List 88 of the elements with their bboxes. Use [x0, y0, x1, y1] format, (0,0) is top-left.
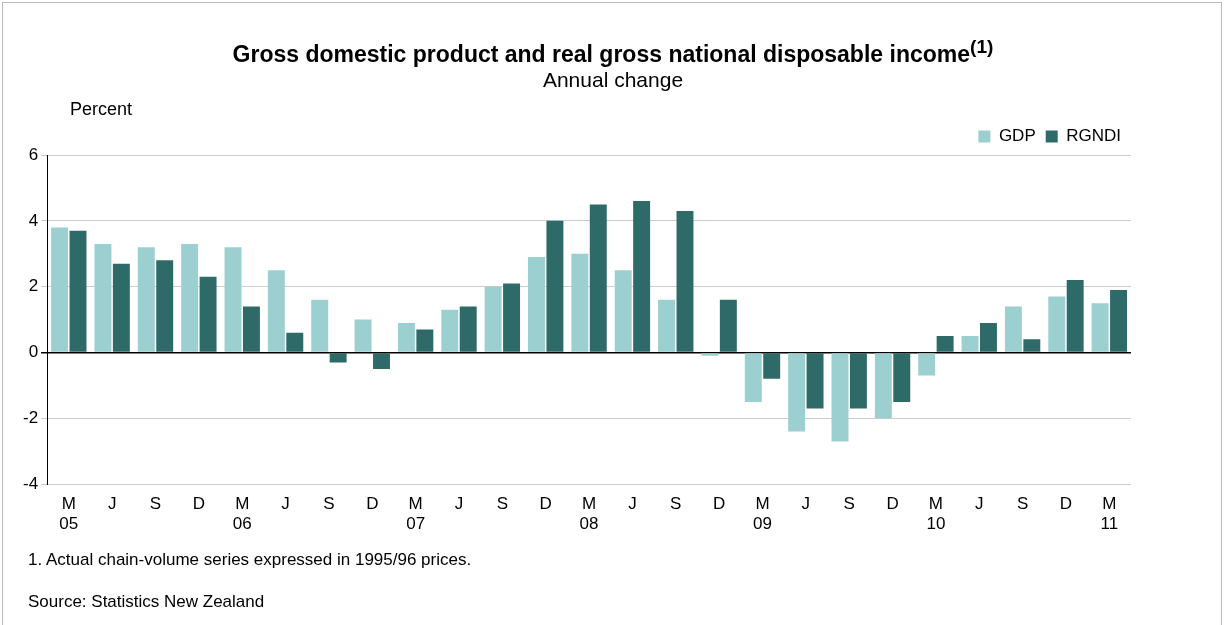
bar: [94, 243, 112, 352]
chart-title: Gross domestic product and real gross national disposable income$^{(1)}$: [231, 36, 995, 68]
x-tick-label: J: [454, 494, 464, 514]
bar: [267, 270, 285, 352]
x-tick-label: D: [886, 494, 899, 514]
bar: [329, 353, 347, 363]
bar: [1048, 296, 1066, 352]
y-tick-label: -4: [22, 473, 39, 493]
bar: [571, 253, 589, 352]
x-tick-label: S: [1016, 494, 1029, 514]
x-tick-label: S: [843, 494, 855, 514]
bar: [286, 332, 304, 352]
bar: [1023, 339, 1041, 352]
bar: [354, 319, 372, 352]
bar: [979, 322, 997, 352]
bar: [373, 353, 390, 369]
bar: [658, 299, 676, 352]
x-tick-label: S: [496, 494, 509, 514]
x-tick-label: D: [1059, 494, 1073, 514]
bar: [849, 353, 867, 409]
bar: [676, 210, 694, 352]
bar: [763, 353, 781, 379]
bar: [224, 247, 242, 352]
bar: [181, 243, 199, 352]
x-tick-label: J: [975, 494, 984, 514]
bar: [242, 306, 260, 352]
x-tick-label: S: [670, 494, 682, 514]
x-tick-label: M 07: [406, 494, 426, 534]
bar: [199, 276, 217, 352]
source-note: Source: Statistics New Zealand: [28, 592, 266, 612]
bar: [893, 353, 911, 402]
x-tick-label: S: [323, 494, 335, 514]
x-tick-label: J: [107, 494, 117, 514]
x-tick-label: J: [281, 494, 290, 514]
bar: [1004, 306, 1022, 352]
x-tick-label: M 05: [59, 494, 79, 534]
bar: [936, 336, 954, 352]
y-tick-label: 0: [28, 342, 39, 362]
text: 1. Actual chain-volume series expressed in 1995/96 prices.: [28, 550, 472, 570]
x-tick-label: M 09: [753, 494, 772, 534]
bar: [484, 286, 502, 352]
x-tick-label: J: [801, 494, 811, 514]
x-tick-label: D: [712, 494, 726, 514]
bar: [1091, 303, 1109, 352]
bar: [633, 201, 651, 352]
bar: [416, 329, 434, 352]
bar: [156, 260, 174, 352]
bar: [806, 353, 824, 409]
x-tick-label: M 08: [579, 494, 599, 534]
bar: [589, 204, 607, 352]
x-tick-label: M 11: [1100, 494, 1119, 534]
bar: [397, 322, 415, 352]
bar: [1066, 280, 1084, 352]
bar: [459, 306, 477, 352]
bar: [311, 299, 329, 352]
y-tick-label: 6: [28, 144, 39, 164]
legend-label: GDP: [998, 126, 1036, 146]
x-tick-label: M 10: [926, 494, 946, 534]
bar: [546, 220, 564, 352]
bar: [137, 247, 155, 352]
bar: [528, 257, 545, 352]
y-tick-label: -2: [22, 408, 39, 428]
bar: [69, 230, 87, 352]
legend-label: RGNDI: [1066, 126, 1121, 146]
bar: [961, 336, 979, 352]
bar: [788, 353, 806, 432]
bar: [441, 309, 459, 352]
bar: [744, 353, 762, 402]
x-tick-label: D: [366, 494, 379, 514]
x-tick-label: S: [149, 494, 162, 514]
x-tick-label: D: [192, 494, 205, 514]
bar: [1110, 289, 1128, 352]
bar: [874, 353, 892, 419]
x-tick-label: D: [539, 494, 552, 514]
bar: [51, 227, 69, 352]
bar: [701, 353, 719, 356]
bar: [719, 299, 737, 352]
bar: [112, 263, 130, 352]
x-tick-label: M 06: [232, 494, 252, 534]
bar: [831, 353, 849, 442]
bar: [503, 283, 521, 352]
chart-subtitle: Annual change: [541, 68, 685, 92]
bar: [614, 270, 632, 352]
bar: [918, 353, 936, 376]
y-axis-title: Percent: [70, 99, 133, 120]
y-tick-label: 4: [28, 210, 39, 230]
x-tick-label: J: [628, 494, 637, 514]
y-tick-label: 2: [28, 276, 39, 296]
